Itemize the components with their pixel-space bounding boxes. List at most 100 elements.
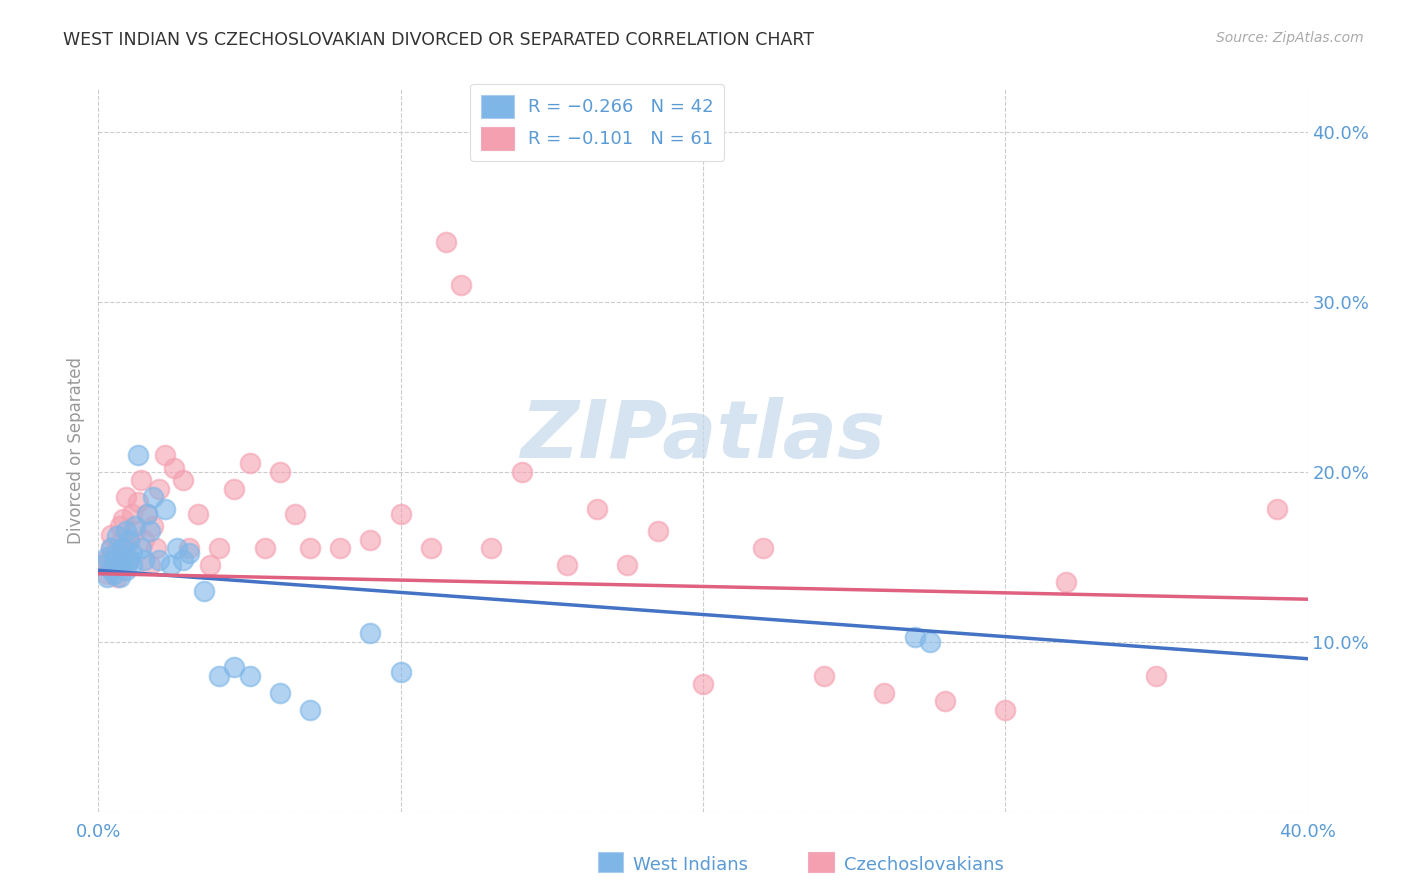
Point xyxy=(129,473,152,487)
Point xyxy=(118,553,141,567)
Point xyxy=(153,502,176,516)
Point xyxy=(129,541,152,556)
Point xyxy=(114,490,136,504)
Point xyxy=(108,519,131,533)
Point xyxy=(153,448,176,462)
Point xyxy=(299,703,322,717)
Point xyxy=(103,553,125,567)
Point xyxy=(93,558,115,573)
Point xyxy=(108,536,131,550)
Point xyxy=(100,541,122,556)
Point xyxy=(934,694,956,708)
Point xyxy=(692,677,714,691)
Point xyxy=(166,541,188,556)
Point xyxy=(121,546,143,560)
Point xyxy=(118,553,141,567)
Point xyxy=(172,553,194,567)
Point xyxy=(647,524,669,539)
Point xyxy=(118,533,141,547)
Point xyxy=(994,703,1017,717)
Point xyxy=(114,524,136,539)
Point xyxy=(269,686,291,700)
Point xyxy=(208,541,231,556)
Point xyxy=(111,558,134,573)
Point xyxy=(208,669,231,683)
Point xyxy=(360,626,382,640)
Legend: R = −0.266   N = 42, R = −0.101   N = 61: R = −0.266 N = 42, R = −0.101 N = 61 xyxy=(470,84,724,161)
Text: West Indians: West Indians xyxy=(633,856,748,874)
Point xyxy=(139,524,162,539)
Point xyxy=(139,558,162,573)
Point xyxy=(114,563,136,577)
Point xyxy=(103,546,125,560)
Point xyxy=(100,527,122,541)
Point xyxy=(420,541,443,556)
Point xyxy=(148,553,170,567)
Point xyxy=(114,541,136,556)
Point xyxy=(105,546,128,560)
Point xyxy=(148,482,170,496)
Point xyxy=(103,553,125,567)
Point xyxy=(616,558,638,573)
Point xyxy=(172,473,194,487)
Point xyxy=(96,570,118,584)
Point xyxy=(160,558,183,573)
Text: ZIPatlas: ZIPatlas xyxy=(520,397,886,475)
Point xyxy=(121,558,143,573)
Point xyxy=(253,541,276,556)
Point xyxy=(586,502,609,516)
Point xyxy=(108,570,131,584)
Point xyxy=(132,533,155,547)
Point xyxy=(111,553,134,567)
Text: WEST INDIAN VS CZECHOSLOVAKIAN DIVORCED OR SEPARATED CORRELATION CHART: WEST INDIAN VS CZECHOSLOVAKIAN DIVORCED … xyxy=(63,31,814,49)
Point xyxy=(434,235,457,250)
Point xyxy=(135,507,157,521)
Point xyxy=(224,660,246,674)
Point xyxy=(329,541,352,556)
Point xyxy=(121,507,143,521)
Point xyxy=(108,558,131,573)
Point xyxy=(200,558,222,573)
Point xyxy=(96,553,118,567)
Text: Source: ZipAtlas.com: Source: ZipAtlas.com xyxy=(1216,31,1364,45)
Point xyxy=(555,558,578,573)
Point xyxy=(918,634,941,648)
Point xyxy=(111,541,134,556)
Point xyxy=(127,495,149,509)
Point xyxy=(510,465,533,479)
Point xyxy=(481,541,503,556)
Point xyxy=(269,465,291,479)
Point xyxy=(142,490,165,504)
Point xyxy=(118,533,141,547)
Point xyxy=(124,524,146,539)
Point xyxy=(299,541,322,556)
Point xyxy=(389,665,412,680)
Point xyxy=(100,541,122,556)
Point xyxy=(1267,502,1289,516)
Point xyxy=(100,561,122,575)
Point xyxy=(284,507,307,521)
Point xyxy=(103,566,125,581)
Point xyxy=(96,566,118,581)
Point xyxy=(224,482,246,496)
Point xyxy=(752,541,775,556)
Point xyxy=(105,529,128,543)
Point xyxy=(389,507,412,521)
Point xyxy=(450,277,472,292)
Point xyxy=(132,553,155,567)
Point xyxy=(142,519,165,533)
Point xyxy=(239,669,262,683)
Point xyxy=(360,533,382,547)
Point xyxy=(1054,575,1077,590)
Text: Czechoslovakians: Czechoslovakians xyxy=(844,856,1004,874)
Point xyxy=(179,546,201,560)
Point xyxy=(187,507,209,521)
Point xyxy=(127,448,149,462)
Point xyxy=(179,541,201,556)
Point xyxy=(904,630,927,644)
Point xyxy=(239,456,262,470)
Point xyxy=(124,519,146,533)
Point xyxy=(163,461,186,475)
Y-axis label: Divorced or Separated: Divorced or Separated xyxy=(66,357,84,544)
Point xyxy=(145,541,167,556)
